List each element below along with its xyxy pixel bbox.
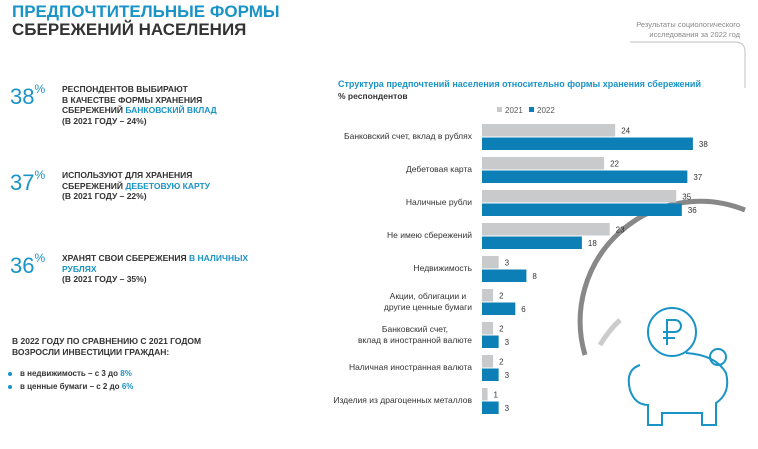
bar	[482, 335, 499, 348]
stat: 37% ИСПОЛЬЗУЮТ ДЛЯ ХРАНЕНИЯ СБЕРЕЖЕНИЙ ДЕ…	[10, 168, 272, 220]
stat-highlight: ДЕБЕТОВУЮ КАРТУ	[125, 180, 211, 191]
summary-item: в ценные бумаги – с 2 до 6%	[7, 382, 134, 391]
bar	[482, 157, 605, 170]
bar	[482, 322, 494, 335]
category-label: Банковский счет, вклад в рублях	[344, 131, 472, 142]
stat-unit: %	[34, 82, 46, 96]
value-label: 1	[494, 390, 499, 399]
stat-unit: %	[34, 251, 46, 265]
value-label: 6	[521, 305, 526, 314]
category-label: Наличные рубли	[405, 197, 472, 208]
value-label: 24	[621, 126, 630, 135]
value-label: 8	[532, 272, 537, 281]
bar	[482, 401, 499, 414]
stat: 36% ХРАНЯТ СВОИ СБЕРЕЖЕНИЯ В НАЛИЧНЫХ РУБ…	[10, 251, 272, 303]
stat-text: ИСПОЛЬЗУЮТ ДЛЯ ХРАНЕНИЯ СБЕРЕЖЕНИЙ ДЕБЕТ…	[62, 170, 272, 202]
stat-body: ХРАНЯТ СВОИ СБЕРЕЖЕНИЯ	[62, 253, 187, 263]
value-label: 2	[499, 357, 504, 366]
value-label: 22	[610, 159, 619, 168]
bar	[482, 289, 494, 302]
value-label: 18	[588, 239, 597, 248]
bar	[482, 203, 682, 216]
stat-unit: %	[34, 168, 46, 182]
title: ПРЕДПОЧТИТЕЛЬНЫЕ ФОРМЫ	[12, 2, 280, 21]
bar	[482, 355, 494, 368]
value-label: 23	[616, 225, 625, 234]
value-label: 35	[682, 192, 691, 201]
stat-note: (В 2021 ГОДУ – 22%)	[62, 191, 147, 201]
decor	[597, 318, 622, 347]
value-label: 3	[505, 404, 510, 413]
category-label: Недвижимость	[413, 263, 472, 274]
bar	[482, 236, 582, 249]
legend-swatch	[497, 107, 502, 112]
bar	[482, 137, 693, 150]
bar	[482, 223, 610, 236]
category-label: Акции, облигации и другие ценные бумаги	[383, 291, 472, 312]
stat-body: РЕСПОНДЕНТОВ ВЫБИРАЮТ В КАЧЕСТВЕ ФОРМЫ Х…	[62, 84, 203, 115]
summary-text: в недвижимость – с 3 до	[20, 369, 119, 378]
bar	[482, 269, 527, 282]
bar	[482, 124, 616, 137]
stat-highlight: В НАЛИЧНЫХ РУБЛЯХ	[62, 253, 249, 274]
stat-number: 36%	[10, 251, 46, 279]
source: Результаты социологического исследования…	[636, 20, 740, 39]
legend-label: 2022	[537, 106, 555, 115]
bar	[482, 368, 499, 381]
stat-highlight: БАНКОВСКИЙ ВКЛАД	[125, 105, 217, 115]
stat: 38% РЕСПОНДЕНТОВ ВЫБИРАЮТ В КАЧЕСТВЕ ФОРМ…	[10, 82, 272, 134]
title: СБЕРЕЖЕНИЙ НАСЕЛЕНИЯ	[12, 20, 247, 39]
chart-title: Структура предпочтений населения относит…	[338, 79, 701, 89]
value-label: 3	[505, 338, 510, 347]
summary-title: В 2022 ГОДУ ПО СРАВНЕНИЮ С 2021 ГОДОМ ВО…	[12, 336, 202, 357]
piggy-icon	[627, 307, 729, 426]
bar	[482, 302, 516, 315]
value-label: 38	[699, 140, 708, 149]
stat-text: РЕСПОНДЕНТОВ ВЫБИРАЮТ В КАЧЕСТВЕ ФОРМЫ Х…	[62, 84, 272, 126]
category-label: Наличная иностранная валюта	[348, 362, 472, 373]
stat-note: (В 2021 ГОДУ – 24%)	[62, 115, 147, 126]
legend-swatch	[529, 107, 534, 112]
bar	[482, 388, 488, 401]
stat-value: 38	[10, 84, 35, 109]
chart-subtitle: % респондентов	[338, 91, 408, 101]
value-label: 3	[505, 371, 510, 380]
stat-number: 38%	[10, 82, 46, 110]
value-label: 3	[505, 258, 510, 267]
stat-value: 37	[10, 170, 35, 195]
summary-text: в ценные бумаги – с 2 до	[20, 382, 120, 391]
summary-highlight: 6%	[121, 382, 134, 391]
value-label: 2	[499, 291, 504, 300]
summary-item: в недвижимость – с 3 до 8%	[8, 369, 132, 378]
decor	[630, 41, 746, 88]
bar	[482, 256, 499, 269]
bar	[482, 190, 677, 203]
category-label: Дебетовая карта	[406, 164, 472, 175]
legend-label: 2021	[505, 106, 523, 115]
stat-body: ИСПОЛЬЗУЮТ ДЛЯ ХРАНЕНИЯ СБЕРЕЖЕНИЙ	[62, 170, 193, 191]
summary-highlight: 8%	[120, 369, 132, 378]
value-label: 37	[693, 173, 702, 182]
value-label: 36	[688, 206, 697, 215]
stat-note: (В 2021 ГОДУ – 35%)	[62, 274, 147, 284]
bar	[482, 170, 688, 183]
stat-number: 37%	[10, 168, 46, 196]
stat-value: 36	[10, 253, 35, 278]
value-label: 2	[499, 324, 504, 333]
stat-text: ХРАНЯТ СВОИ СБЕРЕЖЕНИЯ В НАЛИЧНЫХ РУБЛЯХ…	[62, 253, 272, 285]
category-label: Банковский счет, вклад в иностранной вал…	[357, 324, 472, 345]
category-label: Не имею сбережений	[387, 230, 472, 241]
decor	[577, 198, 746, 356]
category-label: Изделия из драгоценных металлов	[333, 395, 472, 406]
